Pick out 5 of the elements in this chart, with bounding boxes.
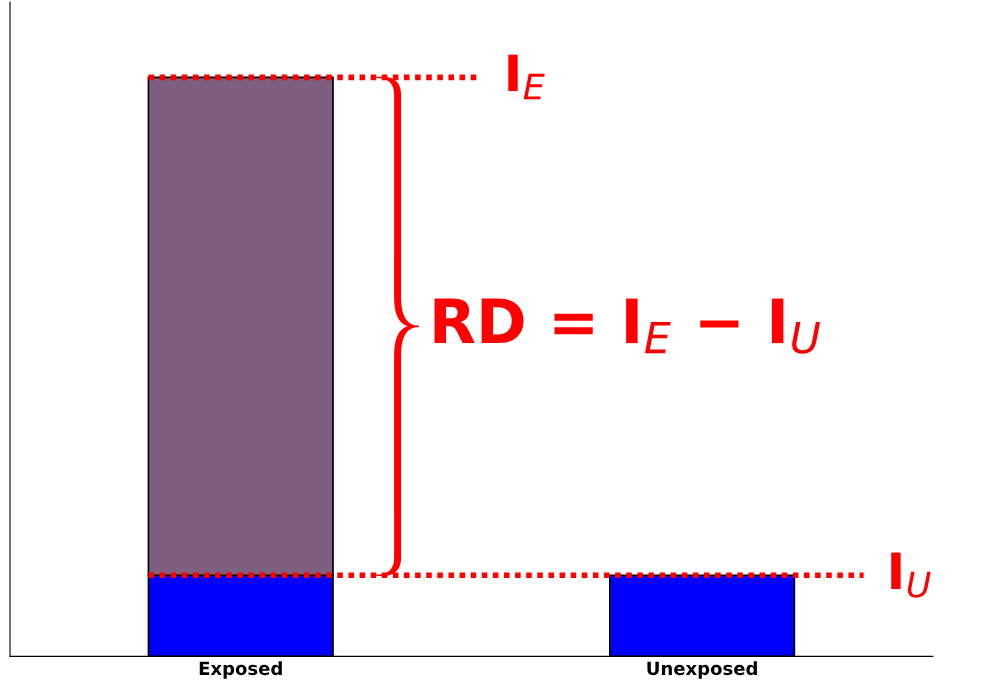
annotation: RD = I$_{E}$ − I$_{U}$: [434, 298, 821, 354]
ref-line-label: I$_{E}$: [508, 54, 545, 100]
ref-line-label: I$_{U}$: [891, 552, 931, 598]
x-tick-label: Exposed: [199, 661, 282, 679]
x-tick-label: Unexposed: [647, 661, 757, 679]
